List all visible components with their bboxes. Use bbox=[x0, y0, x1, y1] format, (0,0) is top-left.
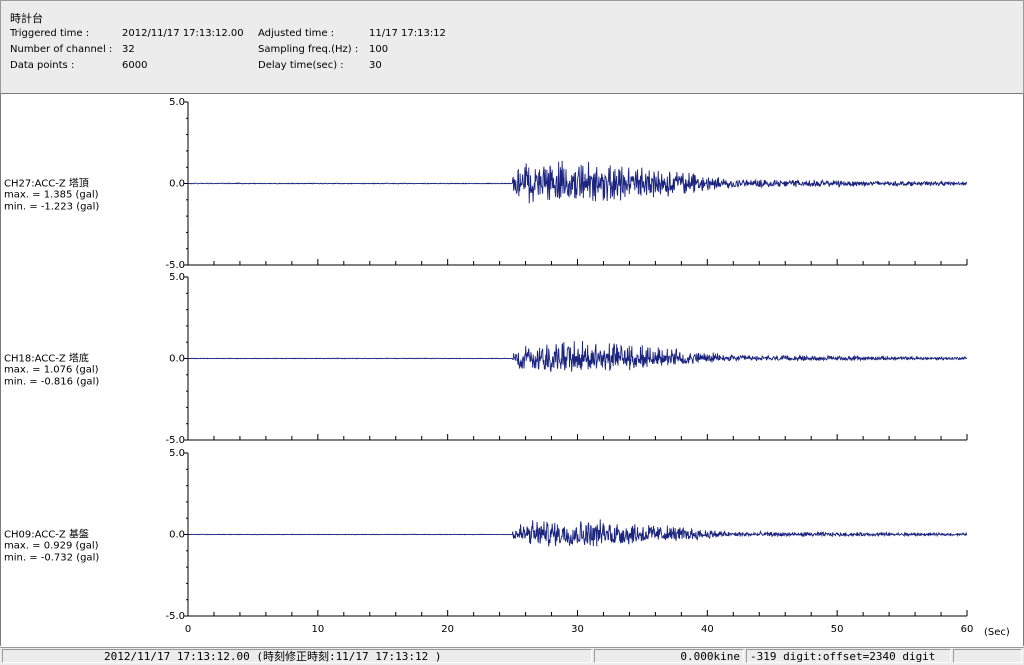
y-tick-label: -5.0 bbox=[165, 611, 185, 622]
delay-time-value: 30 bbox=[369, 60, 382, 71]
y-tick-label: 0.0 bbox=[169, 179, 185, 190]
waveform-trace bbox=[187, 160, 968, 204]
x-tick-label: 50 bbox=[831, 624, 844, 635]
adjusted-time-value: 11/17 17:13:12 bbox=[369, 28, 446, 39]
x-unit-label: (Sec) bbox=[984, 627, 1010, 638]
sampling-freq-label: Sampling freq.(Hz) : bbox=[258, 44, 359, 55]
adjusted-time-label: Adjusted time : bbox=[258, 28, 335, 39]
y-tick-label: 5.0 bbox=[169, 272, 185, 283]
data-points-label: Data points : bbox=[10, 60, 75, 71]
triggered-time-value: 2012/11/17 17:13:12.00 bbox=[122, 28, 244, 39]
y-tick-label: 0.0 bbox=[169, 354, 185, 365]
x-tick-label: 10 bbox=[311, 624, 324, 635]
status-kine: 0.000kine bbox=[594, 649, 744, 663]
x-tick-label: 20 bbox=[441, 624, 454, 635]
channel-label: CH18:ACC-Z 塔底 bbox=[4, 352, 89, 365]
channel-max-label: max. = 0.929 (gal) bbox=[4, 541, 99, 552]
channel-max-label: max. = 1.385 (gal) bbox=[4, 190, 99, 201]
x-tick-label: 40 bbox=[701, 624, 714, 635]
y-tick-label: 5.0 bbox=[169, 97, 185, 108]
channel-max-label: max. = 1.076 (gal) bbox=[4, 365, 99, 376]
triggered-time-label: Triggered time : bbox=[10, 28, 90, 39]
channel-min-label: min. = -1.223 (gal) bbox=[4, 202, 99, 213]
station-title: 時計台 bbox=[10, 12, 43, 25]
channel-min-label: min. = -0.732 (gal) bbox=[4, 553, 99, 564]
channel-label: CH09:ACC-Z 基盤 bbox=[4, 528, 89, 541]
status-digit: -319 digit:offset=2340 digit bbox=[746, 649, 951, 663]
status-time: 2012/11/17 17:13:12.00 (時刻修正時刻:11/17 17:… bbox=[2, 649, 592, 663]
x-axis: 0 10 20 30 40 50 60 bbox=[185, 624, 974, 635]
y-tick-label: 0.0 bbox=[169, 530, 185, 541]
waveform-trace bbox=[187, 519, 968, 547]
channel-count-value: 32 bbox=[122, 44, 135, 55]
delay-time-label: Delay time(sec) : bbox=[258, 60, 344, 71]
data-points-value: 6000 bbox=[122, 60, 148, 71]
channel-min-label: min. = -0.816 (gal) bbox=[4, 377, 99, 388]
status-bar: 2012/11/17 17:13:12.00 (時刻修正時刻:11/17 17:… bbox=[0, 647, 1024, 665]
sampling-freq-value: 100 bbox=[369, 44, 389, 55]
header-panel: 時計台 Triggered time : 2012/11/17 17:13:12… bbox=[0, 0, 1024, 95]
waveform-trace bbox=[187, 340, 968, 372]
x-tick-label: 30 bbox=[571, 624, 584, 635]
x-tick-label: 60 bbox=[961, 624, 974, 635]
channel-label: CH27:ACC-Z 塔頂 bbox=[4, 177, 89, 190]
y-tick-label: -5.0 bbox=[165, 435, 185, 446]
status-empty-cell bbox=[953, 649, 1022, 663]
x-tick-label: 0 bbox=[185, 624, 191, 635]
channel-count-label: Number of channel : bbox=[10, 44, 113, 55]
y-tick-label: -5.0 bbox=[165, 260, 185, 271]
y-tick-label: 5.0 bbox=[169, 448, 185, 459]
